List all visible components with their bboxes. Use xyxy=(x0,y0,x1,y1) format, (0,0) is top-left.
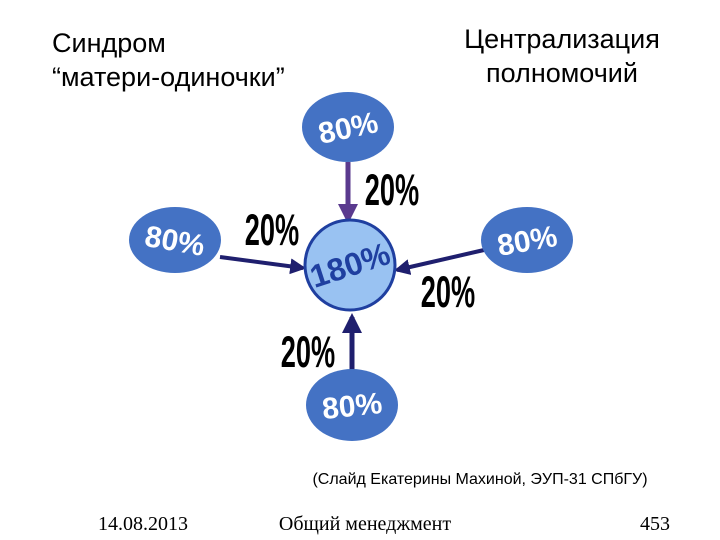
heading-line: Централизация xyxy=(464,24,660,54)
center-circle xyxy=(303,218,397,312)
arrow-label: 20% xyxy=(365,165,419,214)
arrow-label: 20% xyxy=(281,327,335,376)
arrow-label: 20% xyxy=(421,267,475,316)
heading-line: полномочий xyxy=(486,58,638,88)
footer-date: 14.08.2013 xyxy=(98,513,188,535)
node xyxy=(306,369,398,441)
node xyxy=(129,207,221,273)
footer-page: 453 xyxy=(640,513,670,535)
node xyxy=(302,92,394,162)
caption: (Слайд Екатерины Махиной, ЭУП-31 СПбГУ) xyxy=(312,471,647,488)
arrow xyxy=(393,248,485,275)
arrow xyxy=(219,255,307,275)
arrow-label: 20% xyxy=(245,205,299,254)
node-label: 80% xyxy=(321,387,384,426)
node xyxy=(481,207,573,273)
footer-course: Общий менеджмент xyxy=(279,513,452,535)
title-line: Синдром xyxy=(52,28,166,58)
title-line: “матери-одиночки” xyxy=(52,62,285,92)
